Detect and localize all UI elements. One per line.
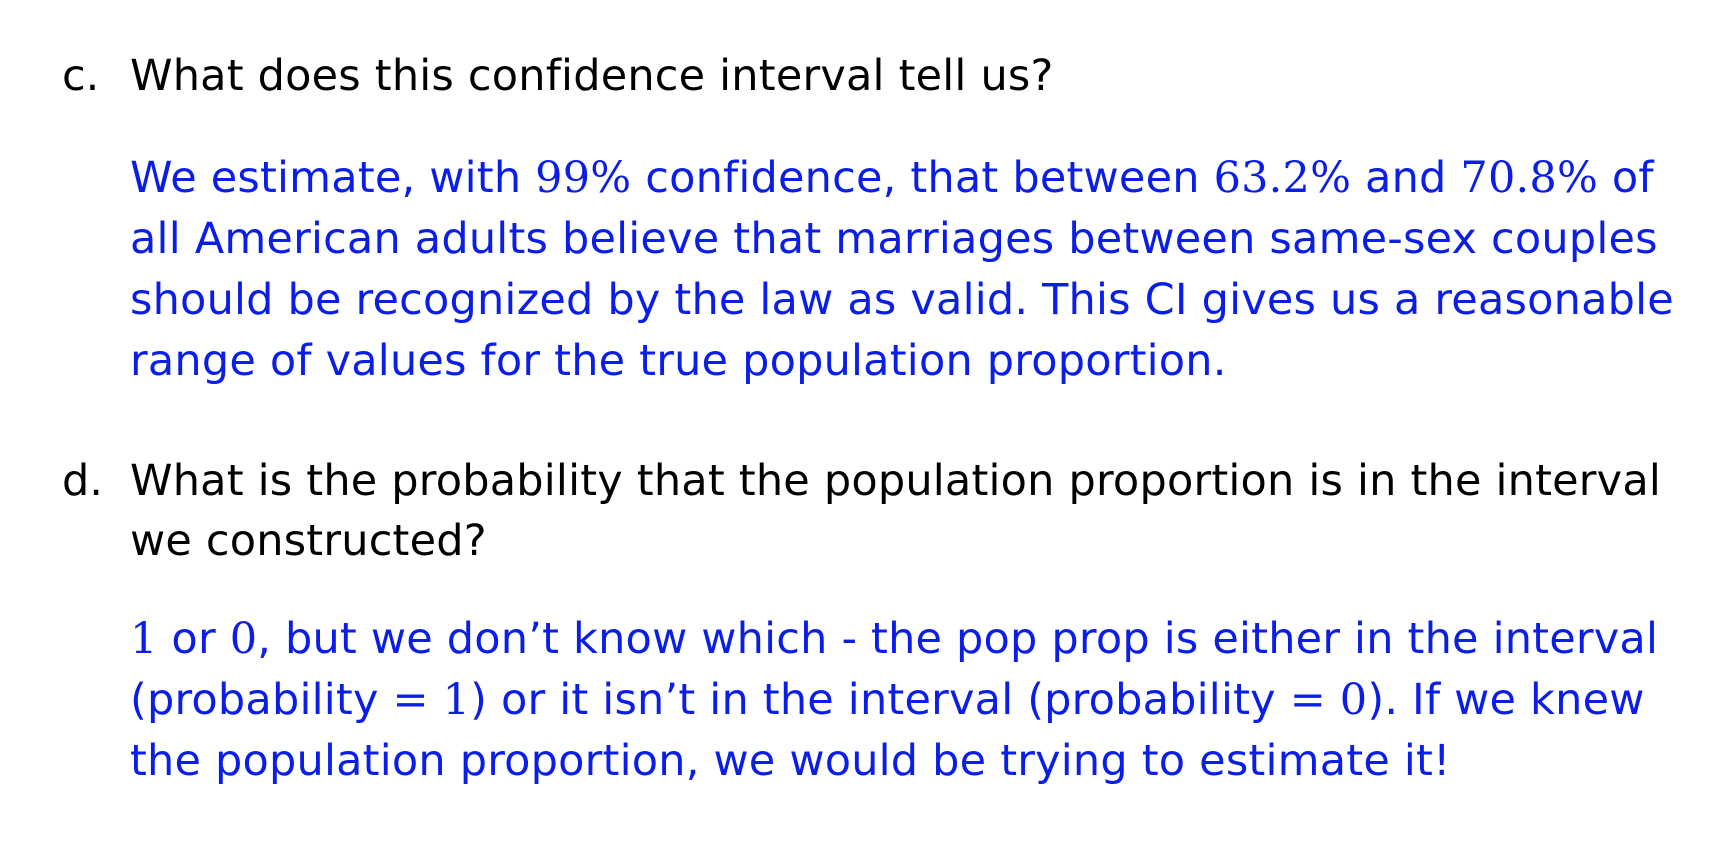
answer-text-c: We estimate, with 99% confidence, that b… — [130, 148, 1682, 392]
answer-c-text-3: and — [1351, 153, 1461, 203]
answer-d-math-equals-zero: = 0 — [1289, 675, 1368, 725]
answer-d-text-1: or — [157, 614, 230, 664]
question-item-c: c. What does this confidence interval te… — [62, 46, 1682, 392]
answer-c-text-1: We estimate, with — [130, 153, 536, 203]
question-item-d: d. What is the probability that the popu… — [62, 451, 1682, 792]
answer-c-math-upper-bound: 70.8% — [1460, 153, 1599, 203]
question-text-c: What does this confidence interval tell … — [130, 51, 1054, 101]
answer-d-math-zero: 0 — [229, 614, 258, 664]
answer-c-text-4: of all American adults believe that marr… — [130, 153, 1674, 386]
answer-d-text-3: ) or it isn’t in the interval (probabili… — [470, 675, 1290, 725]
answer-d-math-equals-one: = 1 — [392, 675, 471, 725]
item-marker-d: d. — [62, 456, 103, 506]
answer-c-math-confidence: 99% — [535, 153, 632, 203]
answer-d-text-4: ). If we knew the population proportion,… — [130, 675, 1645, 786]
question-text-d: What is the probability that the populat… — [130, 456, 1662, 566]
answer-d-text-2: , but we don’t know which - the pop prop… — [130, 614, 1659, 725]
answer-text-d: 1 or 0, but we don’t know which - the po… — [130, 609, 1682, 792]
answer-c-text-2: confidence, that between — [631, 153, 1214, 203]
answer-d-math-one: 1 — [130, 614, 158, 664]
item-marker-c: c. — [62, 51, 100, 101]
answer-c-math-lower-bound: 63.2% — [1213, 153, 1352, 203]
